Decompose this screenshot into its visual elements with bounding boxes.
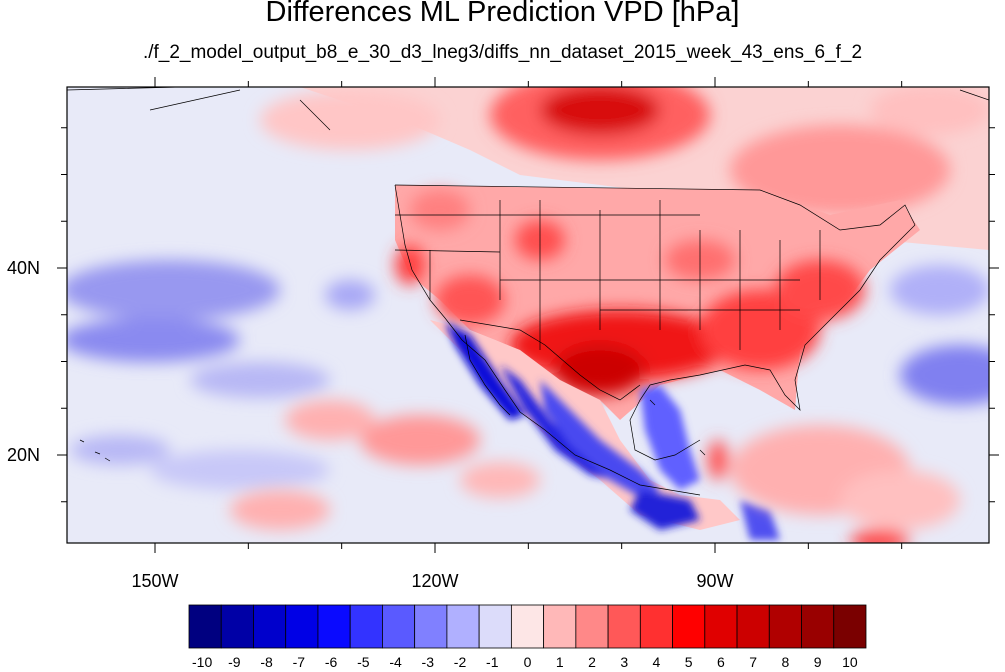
colorbar-swatch <box>382 604 416 649</box>
colorbar-swatch <box>317 604 351 649</box>
lat-tick-label: 40N <box>7 258 40 278</box>
colorbar-swatch <box>220 604 254 649</box>
colorbar-label: -10 <box>192 654 212 670</box>
axis-tick-labels: 150W 120W 90W 40N 20N <box>7 258 734 591</box>
colorbar-label: -3 <box>422 654 435 670</box>
colorbar-label: -2 <box>454 654 467 670</box>
colorbar-swatch <box>672 604 706 649</box>
colorbar-label: 1 <box>556 654 564 670</box>
colorbar-swatch <box>446 604 480 649</box>
colorbar-label: 9 <box>814 654 822 670</box>
colorbar-swatch <box>478 604 512 649</box>
colorbar-label: 0 <box>524 654 532 670</box>
colorbar-swatch <box>639 604 673 649</box>
lon-tick-label: 150W <box>131 571 178 591</box>
map-subtitle: ./f_2_model_output_b8_e_30_d3_lneg3/diff… <box>142 42 863 63</box>
colorbar-swatch <box>833 604 867 649</box>
colorbar-swatch <box>349 604 383 649</box>
colorbar-label: 4 <box>653 654 661 670</box>
colorbar-swatch <box>510 604 545 649</box>
colorbar-swatch <box>285 604 319 649</box>
colorbar-label: -4 <box>389 654 402 670</box>
colorbar-swatch <box>575 604 609 649</box>
colorbar: -10 -9 -8 -7 -6 -5 -4 -3 -2 -1 0 1 2 3 4 5 6 7 8 9 10 <box>188 604 867 670</box>
colorbar-label: 10 <box>842 654 858 670</box>
colorbar-swatch <box>768 604 802 649</box>
axis-ticks <box>57 77 999 553</box>
colorbar-label: 5 <box>685 654 693 670</box>
lat-tick-label: 20N <box>7 445 40 465</box>
colorbar-label: 2 <box>588 654 596 670</box>
colorbar-label: 8 <box>782 654 790 670</box>
colorbar-swatch <box>736 604 770 649</box>
colorbar-swatch <box>414 604 448 649</box>
map-field <box>67 87 989 543</box>
colorbar-label: -8 <box>260 654 273 670</box>
colorbar-swatch <box>188 604 222 649</box>
colorbar-label: -1 <box>486 654 499 670</box>
map-title: Differences ML Prediction VPD [hPa] <box>265 0 740 28</box>
colorbar-label: 6 <box>717 654 725 670</box>
colorbar-label: -7 <box>293 654 306 670</box>
colorbar-swatch <box>253 604 287 649</box>
colorbar-label: -5 <box>357 654 370 670</box>
colorbar-label: -9 <box>228 654 241 670</box>
colorbar-swatch <box>543 604 577 649</box>
colorbar-label: 7 <box>749 654 757 670</box>
lon-tick-label: 90W <box>696 571 733 591</box>
colorbar-label: 3 <box>620 654 628 670</box>
colorbar-swatch <box>704 604 738 649</box>
colorbar-swatch <box>801 604 835 649</box>
lon-tick-label: 120W <box>411 571 458 591</box>
colorbar-swatch <box>607 604 641 649</box>
colorbar-label: -6 <box>325 654 338 670</box>
